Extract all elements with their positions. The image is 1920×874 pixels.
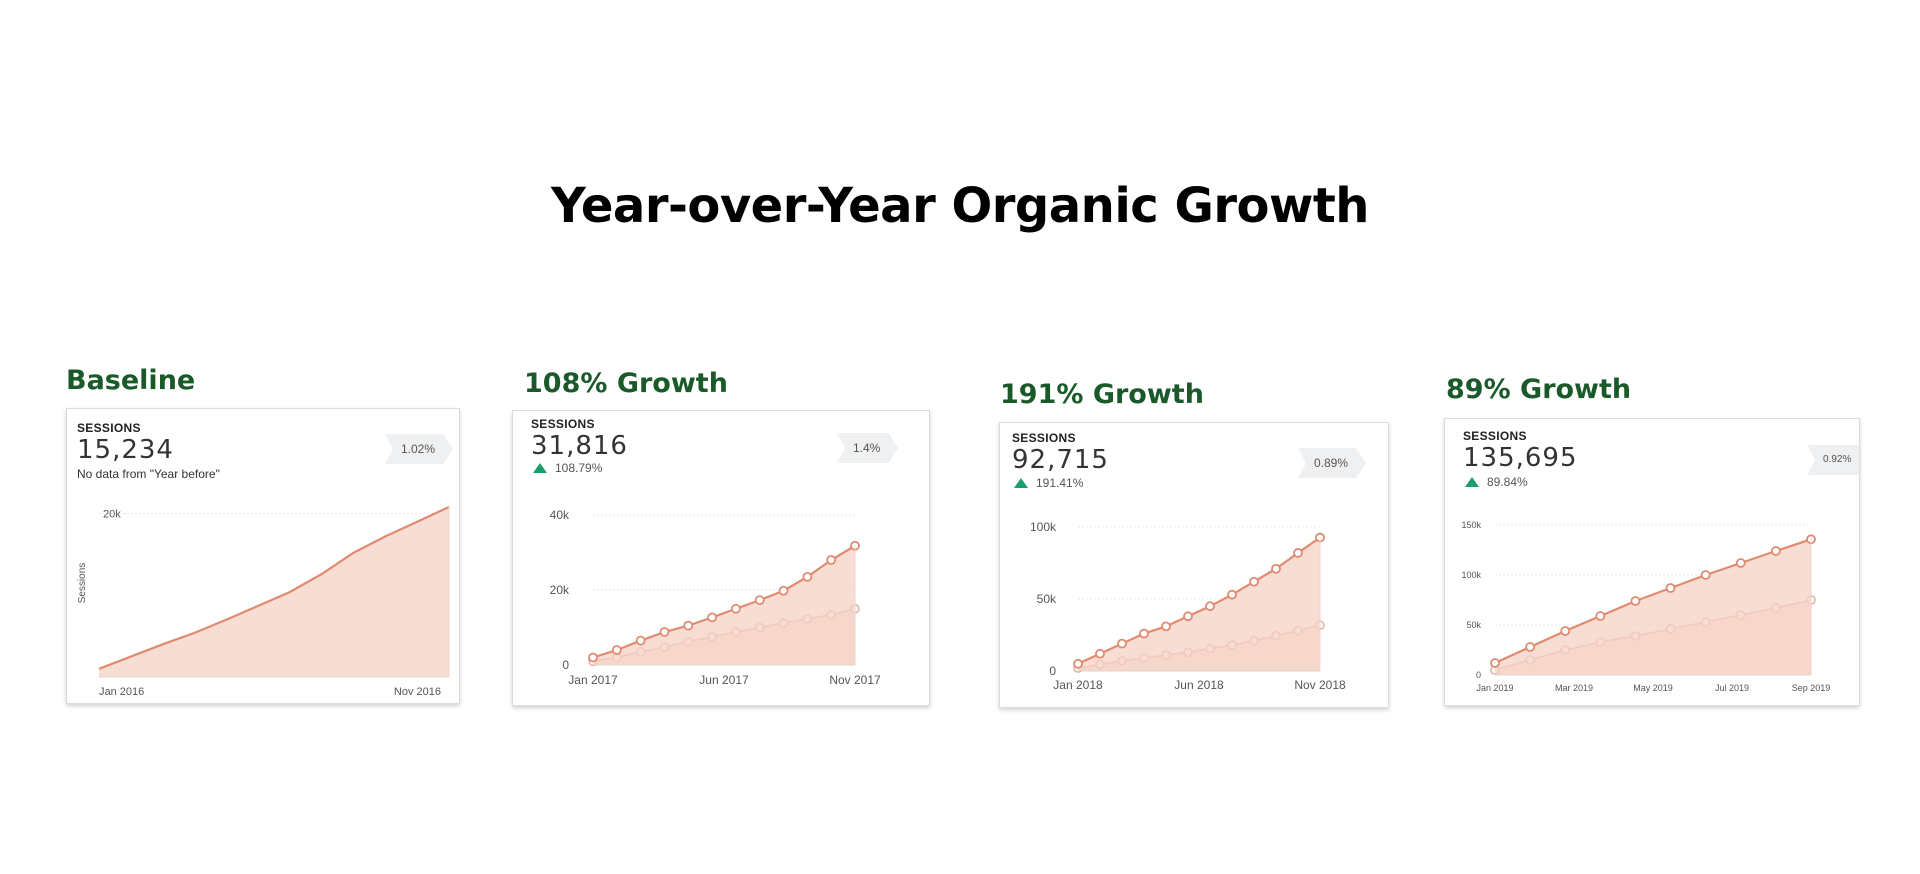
current-series-point	[611, 645, 622, 655]
current-series-point	[754, 595, 765, 606]
up-arrow-icon	[533, 463, 547, 473]
growth-change: 108.79%	[533, 461, 602, 475]
current-series-point	[707, 612, 717, 623]
sessions-chart-2018: 0 50k 100k Jan 2018 Jun 2018 Nov 2018	[1030, 520, 1346, 692]
metric-label: SESSIONS	[77, 421, 141, 435]
x-tick-label: Nov 2017	[829, 673, 881, 687]
y-tick-label: 0	[1049, 664, 1056, 678]
metric-label: SESSIONS	[531, 417, 595, 431]
sessions-chart-2017: 0 20k 40k Jan 2017 Jun 2017 Nov 2017	[550, 508, 881, 687]
x-tick-label: Mar 2019	[1555, 683, 1593, 693]
current-series-point	[731, 603, 741, 614]
growth-change-value: 89.84%	[1487, 475, 1528, 489]
current-series-point	[1770, 546, 1781, 556]
sessions-card-2018: SESSIONS 92,715 0.89% 191.41% 0 50k 100k Ja…	[999, 422, 1389, 708]
metric-label: SESSIONS	[1012, 431, 1076, 445]
no-data-note: No data from "Year before"	[77, 467, 220, 481]
current-series-point	[683, 620, 694, 631]
growth-change: 191.41%	[1014, 476, 1083, 490]
current-series-point	[1271, 563, 1281, 574]
y-tick-label: 20k	[550, 583, 570, 597]
y-tick-label: 40k	[550, 508, 570, 522]
x-tick-label: Jan 2019	[1476, 683, 1513, 693]
x-tick-label: Sep 2019	[1792, 683, 1831, 693]
rate-tag: 1.4%	[837, 433, 898, 463]
current-series-point	[1560, 626, 1571, 636]
y-axis-title: Sessions	[77, 563, 88, 604]
x-tick-label: Jun 2018	[1174, 678, 1224, 692]
up-arrow-icon	[1465, 477, 1479, 487]
x-tick-label: Nov 2016	[394, 686, 441, 698]
current-series-line	[1494, 538, 1812, 665]
current-series-point	[1183, 611, 1193, 622]
panel-heading-2017: 108% Growth	[524, 368, 728, 399]
sessions-value: 92,715	[1012, 445, 1109, 475]
current-series-point	[1249, 576, 1259, 587]
x-tick-label: May 2019	[1633, 683, 1673, 693]
growth-change-value: 191.41%	[1036, 476, 1084, 490]
y-tick-label: 0	[1476, 670, 1481, 680]
current-series-area	[1495, 539, 1811, 675]
sessions-chart-2019: 0 50k 100k 150k Jan 2019 Mar 2019 May 2019 Jul …	[1461, 520, 1831, 693]
current-series-point	[1735, 558, 1746, 568]
current-series-point	[778, 585, 789, 596]
current-series-point	[1161, 621, 1171, 632]
current-series-area	[1078, 537, 1320, 671]
current-series-point	[1490, 658, 1500, 668]
y-tick-label: 100k	[1030, 520, 1057, 534]
up-arrow-icon	[1014, 478, 1028, 488]
x-tick-label: Nov 2018	[1294, 678, 1346, 692]
current-series-point	[659, 627, 670, 637]
current-series-point	[826, 555, 837, 565]
sessions-card-2016: SESSIONS 15,234 1.02% No data from "Year…	[66, 408, 460, 704]
current-series-point	[1525, 642, 1536, 652]
sessions-value: 15,234	[77, 435, 174, 465]
x-tick-label: Jun 2017	[699, 673, 749, 687]
current-series-area	[593, 545, 855, 665]
panel-heading-2018: 191% Growth	[1000, 379, 1204, 410]
x-tick-label: Jul 2019	[1715, 683, 1749, 693]
y-tick-label: 50k	[1466, 620, 1481, 630]
growth-change-value: 108.79%	[555, 461, 603, 475]
current-series-point	[1073, 658, 1083, 669]
current-series-point	[1095, 648, 1105, 659]
sessions-value: 31,816	[531, 431, 628, 461]
current-series-area	[99, 506, 449, 677]
growth-change: 89.84%	[1465, 475, 1528, 489]
y-tick-label: 20k	[103, 509, 121, 521]
current-series-line	[98, 505, 450, 670]
y-tick-label: 150k	[1461, 520, 1481, 530]
current-series-point	[1205, 601, 1215, 612]
sessions-card-2019: SESSIONS 135,695 0.92% 89.84% 0 50k 100k 15…	[1444, 418, 1860, 706]
page-title: Year-over-Year Organic Growth	[551, 178, 1369, 234]
panel-heading-baseline: Baseline	[66, 365, 196, 396]
y-tick-label: 0	[562, 658, 569, 672]
current-series-point	[1227, 589, 1237, 600]
metric-label: SESSIONS	[1463, 429, 1527, 443]
current-series-point	[1630, 596, 1641, 606]
current-series-point	[1117, 638, 1127, 649]
sessions-chart-2016: 20k Sessions Jan 2016 Nov 2016	[77, 505, 450, 698]
current-series-point	[1700, 570, 1711, 580]
current-series-point	[635, 635, 646, 646]
rate-tag: 1.02%	[385, 434, 453, 464]
y-tick-label: 50k	[1037, 592, 1057, 606]
current-series-point	[588, 652, 598, 663]
current-series-point	[802, 571, 813, 582]
panel-heading-2019: 89% Growth	[1446, 374, 1632, 405]
current-series-point	[1595, 611, 1606, 621]
sessions-value: 135,695	[1463, 443, 1578, 473]
rate-tag: 0.89%	[1298, 448, 1366, 478]
current-series-point	[1293, 548, 1303, 558]
x-tick-label: Jan 2017	[568, 673, 618, 687]
x-tick-label: Jan 2018	[1053, 678, 1103, 692]
rate-tag: 0.92%	[1807, 445, 1860, 475]
sessions-card-2017: SESSIONS 31,816 1.4% 108.79% 0 20k 40k Jan …	[512, 410, 930, 706]
current-series-point	[1139, 628, 1149, 639]
y-tick-label: 100k	[1461, 570, 1481, 580]
x-tick-label: Jan 2016	[99, 686, 144, 698]
current-series-point	[1665, 583, 1676, 593]
